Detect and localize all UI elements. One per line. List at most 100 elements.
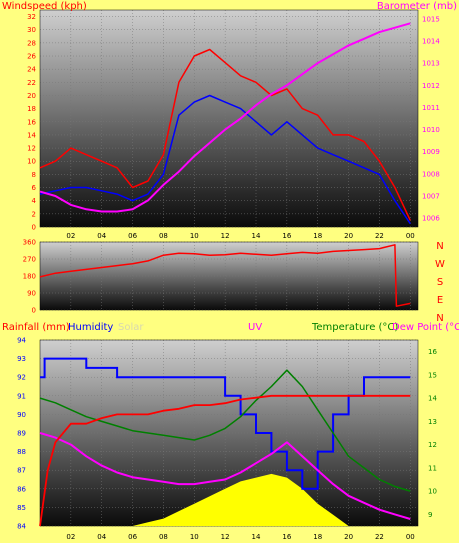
temp-ytick: 12	[428, 441, 437, 449]
wind-average-series	[39, 94, 411, 225]
wind-ytick: 4	[32, 197, 37, 205]
temp-ytick: 10	[428, 488, 437, 496]
rainfall-label: Rainfall (mm)	[2, 322, 70, 333]
wind-ytick: 14	[27, 131, 36, 139]
temp-xtick: 16	[282, 533, 291, 541]
dir-ytick: 90	[27, 290, 36, 298]
compass-label: N	[436, 241, 443, 252]
humidity-ytick: 86	[17, 485, 26, 493]
temp-xtick: 04	[97, 533, 106, 541]
temp-xtick: 02	[66, 533, 75, 541]
wind-xtick: 00	[406, 232, 415, 240]
dir-ytick: 0	[32, 307, 36, 315]
humidity-label: Humidity	[68, 322, 113, 333]
baro-ytick: 1008	[422, 170, 440, 178]
wind-xtick: 04	[97, 232, 106, 240]
temp-xtick: 18	[313, 533, 322, 541]
wind-xtick: 22	[375, 232, 384, 240]
windspeed-axis-label: Windspeed (kph)	[2, 1, 87, 12]
wind-ytick: 24	[27, 66, 36, 74]
wind-xtick: 20	[344, 232, 353, 240]
humidity-ytick: 85	[17, 504, 26, 512]
wind-ytick: 26	[27, 53, 36, 61]
baro-ytick: 1010	[422, 126, 440, 134]
humidity-ytick: 87	[17, 467, 26, 475]
uv-label: UV	[248, 322, 262, 333]
temp-xtick: 06	[128, 533, 137, 541]
solar-label: Solar	[118, 322, 144, 333]
humidity-ytick: 90	[17, 411, 26, 419]
temp-xtick: 08	[159, 533, 168, 541]
temp-ytick: 9	[428, 511, 432, 519]
wind-ytick: 22	[27, 79, 36, 87]
compass-label: S	[437, 277, 443, 288]
temp-ytick: 14	[428, 395, 437, 403]
wind-ytick: 18	[27, 105, 36, 113]
temp-xtick: 14	[252, 533, 261, 541]
wind-ytick: 0	[32, 224, 36, 232]
wind-xtick: 16	[282, 232, 291, 240]
baro-ytick: 1015	[422, 15, 440, 23]
temperature-label: Temperature (°C)	[311, 322, 398, 333]
compass-label: W	[435, 259, 445, 270]
baro-ytick: 1007	[422, 193, 440, 201]
wind-ytick: 6	[32, 184, 37, 192]
wind-ytick: 12	[27, 145, 36, 153]
temp-ytick: 16	[428, 348, 437, 356]
solar-area	[40, 473, 411, 526]
wind-ytick: 32	[27, 13, 36, 21]
barometer-axis-label: Barometer (mb)	[377, 1, 457, 12]
wind-frame	[39, 9, 419, 228]
temp-xtick: 12	[221, 533, 230, 541]
temp-xtick: 20	[344, 533, 353, 541]
humidity-ytick: 89	[17, 430, 26, 438]
compass-label: N	[436, 313, 443, 324]
panel-wind-background	[40, 10, 418, 227]
barometer-series	[39, 22, 411, 213]
temp-xtick: 00	[406, 533, 415, 541]
dir-ytick: 180	[23, 273, 36, 281]
humidity-ytick: 92	[17, 374, 26, 382]
dir-ytick: 270	[23, 256, 36, 264]
humidity-ytick: 91	[17, 392, 26, 400]
wind-xtick: 12	[221, 232, 230, 240]
rainfall-series	[39, 394, 411, 527]
baro-ytick: 1006	[422, 215, 440, 223]
wind-ytick: 10	[27, 158, 36, 166]
dir-ytick: 360	[23, 239, 36, 247]
dir-frame	[39, 241, 419, 311]
wind-ytick: 30	[27, 26, 36, 34]
dewpoint-label: Dew Point (°C)	[392, 322, 459, 333]
wind-ytick: 28	[27, 39, 36, 47]
wind-xtick: 14	[252, 232, 261, 240]
temp-ytick: 13	[428, 418, 437, 426]
wind-xtick: 02	[66, 232, 75, 240]
temp-xtick: 10	[190, 533, 199, 541]
baro-ytick: 1013	[422, 60, 440, 68]
baro-ytick: 1009	[422, 148, 440, 156]
wind-gust-series	[39, 48, 411, 221]
humidity-ytick: 84	[17, 523, 26, 531]
wind-xtick: 08	[159, 232, 168, 240]
temp-ytick: 15	[428, 371, 437, 379]
wind-ytick: 20	[27, 92, 36, 100]
temperature-series	[39, 369, 411, 492]
dewpoint-series	[39, 432, 411, 520]
temp-xtick: 22	[375, 533, 384, 541]
wind-ytick: 8	[32, 171, 36, 179]
wind-xtick: 10	[190, 232, 199, 240]
humidity-ytick: 94	[17, 337, 26, 345]
humidity-series	[40, 357, 411, 490]
wind-xtick: 18	[313, 232, 322, 240]
wind-ytick: 16	[27, 118, 36, 126]
wind-ytick: 2	[32, 210, 36, 218]
humidity-ytick: 88	[17, 448, 26, 456]
baro-ytick: 1012	[422, 82, 440, 90]
baro-ytick: 1011	[422, 104, 440, 112]
baro-ytick: 1014	[422, 38, 440, 46]
compass-label: E	[437, 295, 443, 306]
wind-direction-series	[39, 244, 411, 307]
wind-xtick: 06	[128, 232, 137, 240]
